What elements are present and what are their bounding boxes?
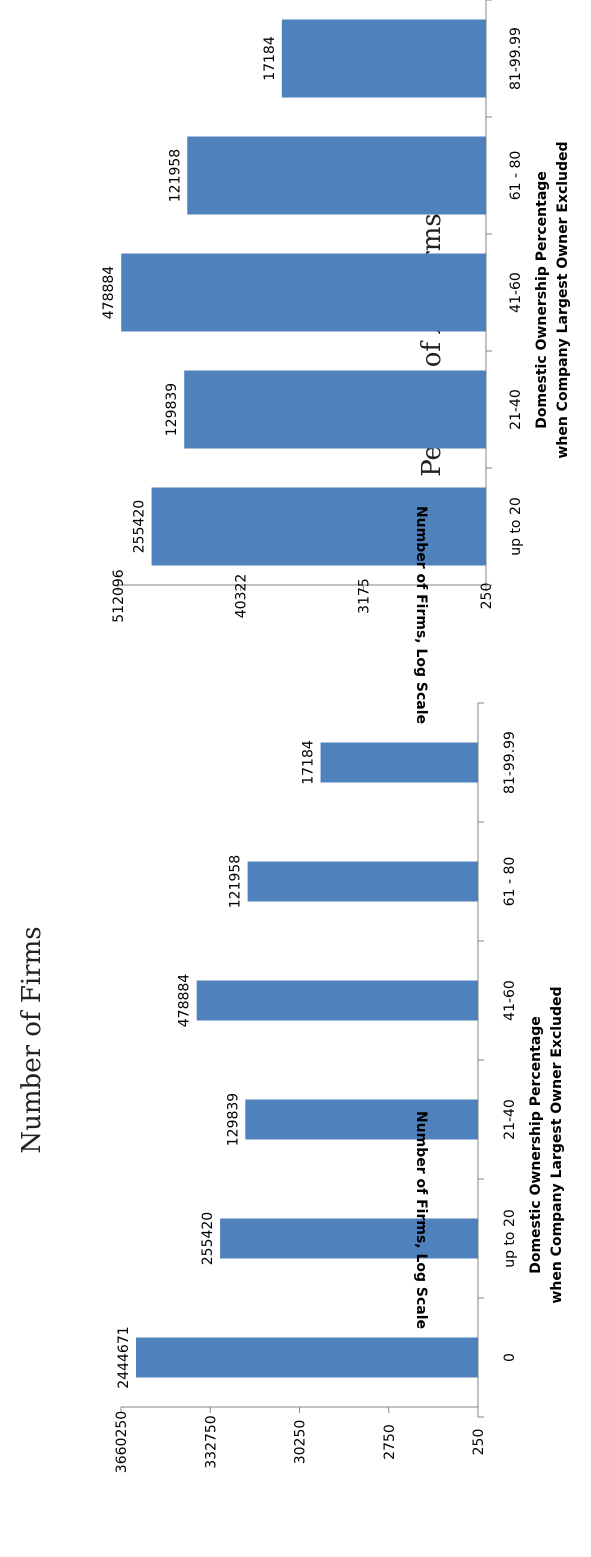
value-tick-label: 250: [471, 1429, 487, 1456]
chart-panel-1: Number of Firms 250 2750 30250 332750 3660250…: [17, 702, 565, 1473]
category-label: 81-99.99: [502, 731, 518, 794]
value-tick-label: 2750: [382, 1424, 398, 1460]
category-label: 61 - 80: [508, 151, 524, 201]
bar-3: [245, 1099, 478, 1140]
value-tick-label: 250: [479, 583, 495, 610]
data-label: 121958: [228, 855, 244, 908]
data-label: 121958: [167, 149, 183, 202]
bar-4: [187, 136, 486, 215]
y-axis-title: Number of Firms, Log Scale: [413, 506, 429, 724]
data-label: 129839: [164, 383, 180, 436]
y-axis-title: Number of Firms, Log Scale: [413, 1111, 429, 1329]
data-label: 478884: [101, 266, 117, 320]
chart-title: Number of Firms: [17, 926, 47, 1153]
value-tick-label: 3660250: [114, 1411, 130, 1473]
chart-panel-2: Percent of All Firms25031754032251209625…: [101, 0, 571, 724]
x-axis-title-line: when Company Largest Owner Excluded: [549, 986, 565, 1303]
data-label: 17184: [301, 740, 317, 785]
bar-1: [151, 487, 486, 566]
category-label: 21-40: [508, 389, 524, 430]
bar-3: [121, 253, 486, 332]
data-label: 129839: [225, 1093, 241, 1146]
bar-6: [320, 742, 478, 783]
category-label: 0: [502, 1353, 518, 1362]
bar-4: [196, 980, 478, 1021]
category-label: 21-40: [502, 1099, 518, 1140]
data-label: 255420: [200, 1212, 216, 1265]
value-tick-label: 512096: [111, 569, 127, 623]
category-label: up to 20: [502, 1209, 518, 1268]
x-axis-title-line: Domestic Ownership Percentage: [534, 171, 550, 429]
category-label: 81-99.99: [508, 27, 524, 90]
x-axis-title-line: Domestic Ownership Percentage: [528, 1016, 544, 1274]
value-tick-label: 30250: [293, 1420, 309, 1465]
data-label: 2444671: [116, 1326, 132, 1388]
category-label: 61 - 80: [502, 857, 518, 907]
bar-5: [281, 19, 486, 98]
value-tick-label: 332750: [203, 1415, 219, 1468]
value-tick-label: 40322: [234, 574, 250, 619]
data-label: 17184: [262, 36, 278, 81]
value-tick-label: 3175: [356, 578, 372, 614]
category-label: 41-60: [502, 980, 518, 1021]
bar-5: [247, 861, 478, 902]
x-axis-title-line: when Company Largest Owner Excluded: [555, 141, 571, 458]
data-label: 478884: [177, 974, 193, 1028]
bar-2: [184, 370, 486, 449]
data-label: 255420: [132, 500, 148, 553]
bar-1: [136, 1337, 478, 1378]
category-label: up to 20: [508, 497, 524, 556]
category-label: 41-60: [508, 272, 524, 313]
bar-2: [220, 1218, 479, 1259]
